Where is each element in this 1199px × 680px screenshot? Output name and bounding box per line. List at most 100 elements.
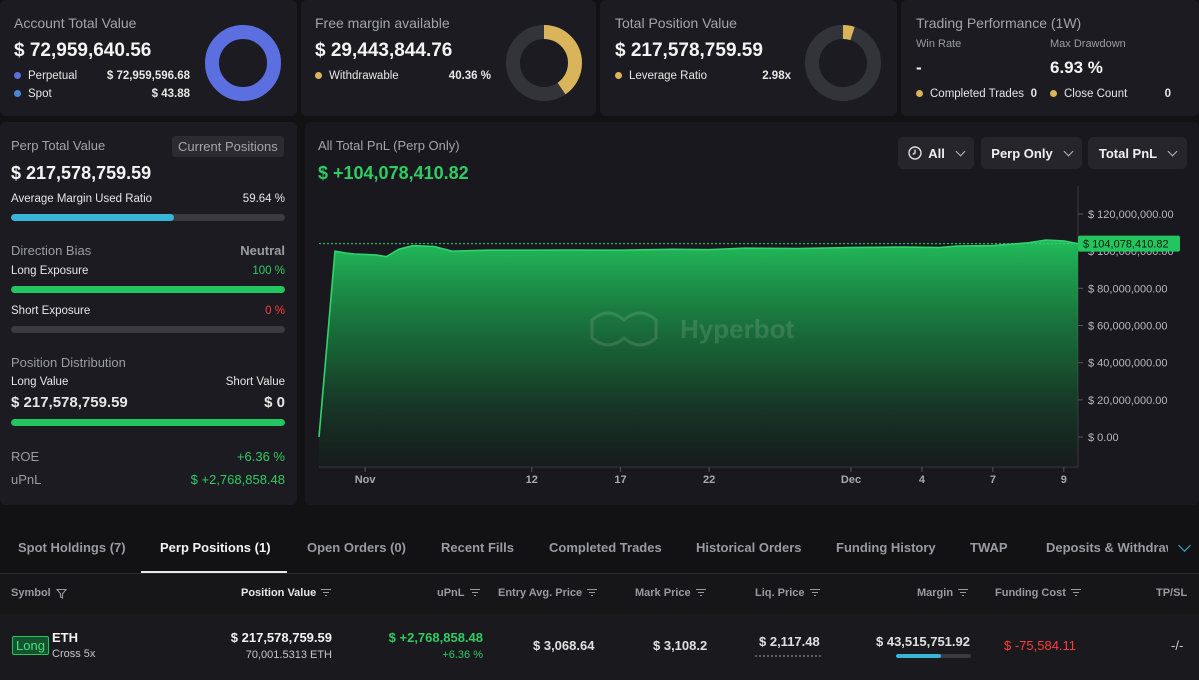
perp-total-title: Perp Total Value [11,138,106,153]
table-row[interactable] [0,614,1199,680]
withdrawable-label: Withdrawable [329,70,399,82]
short-value-label: Short Value [225,376,285,388]
free-margin-title: Free margin available [315,15,450,31]
long-exposure-value: 100 % [252,265,285,277]
watermark-text: Hyperbot [680,314,794,344]
x-tick-label: 17 [614,474,626,486]
current-value-label: $ 104,078,410.82 [1083,239,1169,251]
sort-icon[interactable] [587,589,598,597]
metric-filter-dropdown[interactable]: Total PnL [1088,137,1187,169]
col-liq-price[interactable]: Liq. Price [755,587,820,599]
long-value: $ 217,578,759.59 [11,394,128,411]
account-total-value: $ 72,959,640.56 [14,40,152,61]
y-tick-label: $ 80,000,000.00 [1088,283,1168,295]
col-upnl[interactable]: uPnL [437,587,480,599]
spot-row: Spot $ 43.88 [14,88,190,100]
account-donut [205,25,281,101]
distribution-labels-row: Long Value Short Value [11,376,285,388]
col-tpsl-label: TP/SL [1156,587,1188,599]
tab-deposits-withdrawals[interactable]: Deposits & Withdraw [1046,540,1168,555]
table-header [0,574,1199,614]
col-symbol[interactable]: Symbol [11,587,67,599]
sort-icon[interactable] [321,589,332,597]
roe-row: ROE +6.36 % [11,449,285,464]
metric-filter-label: Total PnL [1098,145,1158,161]
completed-trades-value: 0 [1030,88,1037,100]
y-tick-label: $ 60,000,000.00 [1088,321,1168,333]
direction-bias-row: Direction Bias Neutral [11,243,285,258]
tab-recent-fills[interactable]: Recent Fills [441,540,514,555]
close-count-row: Close Count 0 [1050,88,1171,100]
x-tick-label: 7 [990,474,996,486]
tab-spot-holdings[interactable]: Spot Holdings (7) [18,540,126,555]
row-symbol[interactable]: ETH [52,630,78,645]
max-drawdown-value: 6.93 % [1050,58,1103,77]
y-tick-label: $ 40,000,000.00 [1088,358,1168,370]
col-margin-label: Margin [917,587,954,599]
account-total-card: Account Total Value $ 72,959,640.56 Perp… [0,0,297,116]
account-total-title: Account Total Value [14,15,137,31]
position-value-card: Total Position Value $ 217,578,759.59 Le… [600,0,897,116]
short-exposure-bar [11,326,285,333]
sort-icon[interactable] [1070,589,1081,597]
col-upnl-label: uPnL [437,587,465,599]
perp-total-value: $ 217,578,759.59 [11,163,152,183]
perp-summary-card: Perp Total Value Current Positions $ 217… [0,122,297,505]
row-tpsl[interactable]: -/- [1171,638,1184,653]
scope-filter-label: Perp Only [991,145,1053,161]
distribution-values-row: $ 217,578,759.59 $ 0 [11,394,285,411]
tab-completed-trades[interactable]: Completed Trades [549,540,662,555]
scope-filter-dropdown[interactable]: Perp Only [981,137,1082,169]
clock-icon [908,146,922,160]
side-badge: Long [12,636,49,655]
current-value-tag: $ 104,078,410.82 [1078,235,1180,252]
spot-value: $ 43.88 [151,88,190,100]
x-tick-label: 12 [526,474,538,486]
close-count-value: 0 [1164,88,1171,100]
row-upnl: $ +2,768,858.48 [388,630,483,645]
row-upnl-pct: +6.36 % [442,649,483,661]
row-entry-price: $ 3,068.64 [533,638,595,653]
row-funding-cost: $ -75,584.11 [1004,638,1077,653]
win-rate-label: Win Rate [916,38,962,50]
tab-twap[interactable]: TWAP [970,540,1008,555]
sort-icon[interactable] [695,589,706,597]
tab-funding-history[interactable]: Funding History [836,540,936,555]
filter-icon[interactable] [55,588,67,599]
col-entry-price-label: Entry Avg. Price [498,587,583,599]
completed-trades-label: Completed Trades [930,88,1024,100]
upnl-value: $ +2,768,858.48 [190,472,285,487]
col-mark-price[interactable]: Mark Price [635,587,706,599]
col-margin[interactable]: Margin [917,587,969,599]
row-margin-bar [896,654,971,658]
row-liq-price: $ 2,117.48 [759,634,820,649]
col-entry-price[interactable]: Entry Avg. Price [498,587,598,599]
margin-ratio-value: 59.64 % [242,193,285,205]
col-symbol-label: Symbol [11,587,51,599]
perpetual-row: Perpetual $ 72,959,596.68 [14,70,190,82]
free-margin-donut [506,25,582,101]
margin-ratio-label: Average Margin Used Ratio [11,193,153,205]
current-positions-button[interactable]: Current Positions [172,136,284,157]
col-position-value[interactable]: Position Value [241,587,332,599]
y-tick-label: $ 120,000,000.00 [1088,209,1174,221]
tab-perp-positions[interactable]: Perp Positions (1) [160,540,271,555]
leverage-label: Leverage Ratio [629,70,707,82]
sort-icon[interactable] [958,589,969,597]
sort-icon[interactable] [809,589,820,597]
row-margin: $ 43,515,751.92 [876,634,970,649]
pnl-chart-title: All Total PnL (Perp Only) [318,138,460,153]
time-filter-label: All [928,145,945,161]
tab-historical-orders[interactable]: Historical Orders [696,540,802,555]
sort-icon[interactable] [469,589,480,597]
time-filter-dropdown[interactable]: All [898,137,974,169]
col-funding-cost-label: Funding Cost [995,587,1066,599]
close-count-label: Close Count [1064,88,1128,100]
tab-open-orders[interactable]: Open Orders (0) [307,540,406,555]
completed-trades-row: Completed Trades 0 [916,88,1037,100]
x-tick-label: 4 [919,474,926,486]
leverage-value: 2.98x [762,70,791,82]
performance-title: Trading Performance (1W) [916,15,1082,31]
col-funding-cost[interactable]: Funding Cost [995,587,1081,599]
pnl-chart: Hyperbot $ 120,000,000.00$ 100,000,000.0… [318,186,1180,486]
